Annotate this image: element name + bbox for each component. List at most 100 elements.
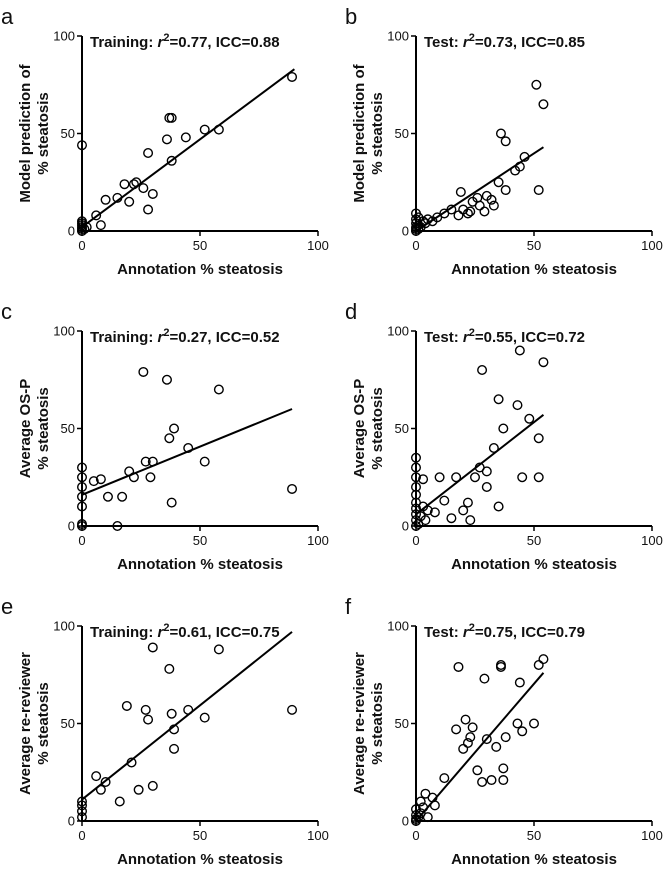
data-point <box>102 491 113 502</box>
r-squared-exponent: 2 <box>163 327 169 339</box>
data-point <box>166 708 177 719</box>
chart-panel-a: a 0 50 100 0 50 100 Annotation % steatosis Model… <box>1 4 329 278</box>
data-point <box>538 357 549 368</box>
data-point <box>76 519 87 530</box>
data-point <box>161 374 172 385</box>
data-point <box>112 521 123 532</box>
data-point <box>95 784 106 795</box>
panel-letter: b <box>345 4 357 29</box>
x-axis-title: Annotation % steatosis <box>451 261 617 278</box>
x-tick-label: 100 <box>307 238 329 253</box>
data-point <box>422 812 433 823</box>
data-point <box>479 206 490 217</box>
data-point <box>121 700 132 711</box>
r-squared-exponent: 2 <box>163 32 169 44</box>
r-squared-symbol: r <box>463 34 470 51</box>
data-point <box>147 188 158 199</box>
data-point <box>183 704 194 715</box>
data-point <box>76 796 87 807</box>
y-tick-label: 0 <box>68 519 75 534</box>
data-point <box>287 71 298 82</box>
data-point <box>498 763 509 774</box>
chart-panel-f: f 0 50 100 0 50 100 Annotation % steatosis Avera… <box>345 594 663 868</box>
data-point <box>434 472 445 483</box>
data-point <box>429 507 440 518</box>
data-point <box>119 179 130 190</box>
data-point <box>143 204 154 215</box>
data-point <box>95 474 106 485</box>
data-point <box>455 186 466 197</box>
data-point <box>415 796 426 807</box>
data-point <box>472 765 483 776</box>
data-point <box>500 732 511 743</box>
r-squared-symbol: r <box>463 329 470 346</box>
x-tick-label: 100 <box>307 828 329 843</box>
x-axis-title: Annotation % steatosis <box>451 851 617 868</box>
data-point <box>411 222 422 233</box>
data-point <box>429 800 440 811</box>
y-axis-title: Model prediction of% steatosis <box>351 63 386 202</box>
data-point <box>76 501 87 512</box>
r-squared-exponent: 2 <box>469 32 475 44</box>
data-point <box>453 661 464 672</box>
x-tick-label: 50 <box>527 828 541 843</box>
r-squared-symbol: r <box>158 329 165 346</box>
y-tick-label: 0 <box>402 519 409 534</box>
chart-panel-e: e 0 50 100 0 50 100 Annotation % steatosis Avera… <box>1 594 329 868</box>
chart-panel-b: b 0 50 100 0 50 100 Annotation % steatosis Model… <box>345 4 663 278</box>
data-point <box>411 489 422 500</box>
data-point <box>533 472 544 483</box>
r-squared-symbol: r <box>158 34 165 51</box>
data-point <box>493 394 504 405</box>
data-point <box>462 208 473 219</box>
data-point <box>147 456 158 467</box>
data-point <box>76 812 87 823</box>
data-point <box>439 495 450 506</box>
data-point <box>411 452 422 463</box>
y-tick-label: 0 <box>402 814 409 829</box>
data-point <box>126 757 137 768</box>
x-tick-label: 50 <box>193 533 207 548</box>
y-axis-title-line: Average OS-P <box>17 379 34 479</box>
data-point <box>124 196 135 207</box>
data-point <box>460 714 471 725</box>
data-point <box>76 482 87 493</box>
stats-title-values: =0.77, ICC=0.88 <box>169 34 279 51</box>
y-axis-title-line: % steatosis <box>35 387 52 470</box>
data-point <box>131 177 142 188</box>
data-point <box>95 220 106 231</box>
y-tick-label: 50 <box>395 126 409 141</box>
data-point <box>462 738 473 749</box>
r-squared-exponent: 2 <box>469 622 475 634</box>
data-point <box>517 472 528 483</box>
y-axis-title-line: % steatosis <box>369 682 386 765</box>
data-point <box>91 210 102 221</box>
y-axis-title-line: % steatosis <box>35 92 52 175</box>
r-squared-exponent: 2 <box>163 622 169 634</box>
data-point <box>164 433 175 444</box>
stats-title-values: =0.27, ICC=0.52 <box>169 329 279 346</box>
data-point <box>538 654 549 665</box>
data-point <box>147 642 158 653</box>
data-point <box>458 743 469 754</box>
data-point <box>470 472 481 483</box>
x-tick-label: 0 <box>412 828 419 843</box>
data-point <box>458 505 469 516</box>
data-point <box>462 497 473 508</box>
x-tick-label: 100 <box>641 238 663 253</box>
data-point <box>439 773 450 784</box>
data-point <box>112 192 123 203</box>
data-point <box>500 185 511 196</box>
panel-letter: d <box>345 299 357 324</box>
data-point <box>477 777 488 788</box>
stats-title: Test: r2=0.75, ICC=0.79 <box>424 622 585 641</box>
stats-title-prefix: Test: <box>424 34 463 51</box>
data-point <box>140 456 151 467</box>
y-axis-title-line: % steatosis <box>35 682 52 765</box>
data-point <box>514 161 525 172</box>
data-point <box>481 734 492 745</box>
data-point <box>498 775 509 786</box>
data-point <box>453 210 464 221</box>
data-point <box>199 124 210 135</box>
data-point <box>488 200 499 211</box>
